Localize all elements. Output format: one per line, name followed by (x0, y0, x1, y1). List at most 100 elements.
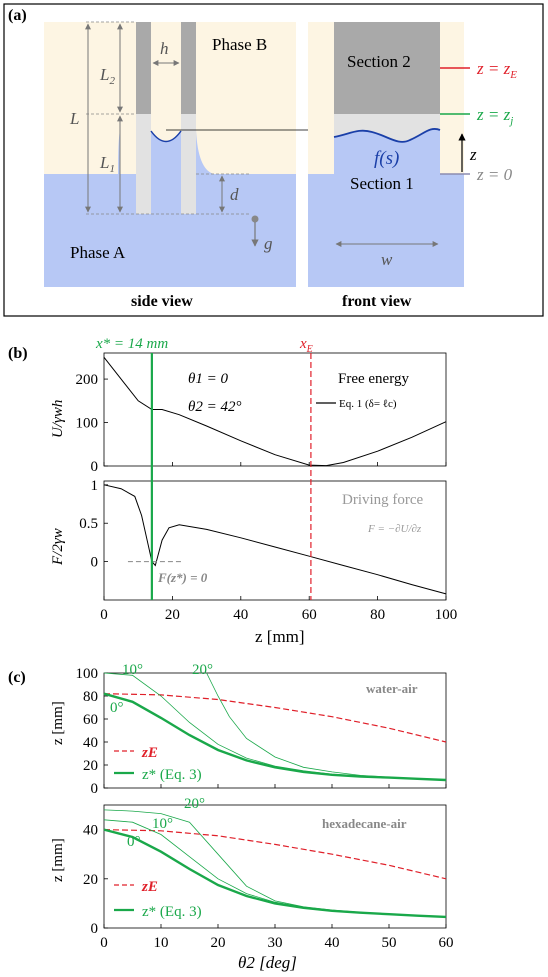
panel-a-frame (3, 3, 544, 317)
dim-w-label: w (381, 250, 393, 269)
b-top-ylabel: U/γwh (50, 400, 66, 438)
b-xticks: 0 20 40 60 80 100 (100, 462, 457, 623)
c-top-zstar-10deg-curve (103, 672, 447, 781)
svg-text:L2: L2 (99, 65, 115, 87)
c-top-angle-0: 0° (110, 700, 124, 716)
panel-b-label: (b) (8, 345, 28, 362)
free-energy-curve (103, 356, 447, 467)
section-1-label: Section 1 (350, 174, 414, 193)
b-bottom-ytick-label: 0 (91, 555, 99, 571)
c-bottom-angle-20: 20° (184, 796, 205, 812)
c-bottom-zstar-10deg-curve (103, 819, 447, 918)
b-bottom-ytick-label: 1 (91, 478, 99, 494)
b-xtick-label: 20 (165, 607, 180, 623)
driving-force-label: Driving force (342, 492, 424, 508)
c-top-ytick-label: 100 (76, 666, 99, 682)
gap-meniscus (150, 130, 182, 143)
phase-a-label: Phase A (70, 243, 126, 262)
c-top-legend-zstar: z* (Eq. 3) (142, 767, 202, 783)
z-axis-label: z (469, 145, 477, 164)
c-xtick-label: 0 (100, 935, 108, 951)
c-xtick-label: 30 (268, 935, 283, 951)
wall-right-upper (181, 22, 196, 114)
theta1-label: θ1 = 0 (188, 371, 228, 387)
c-top-ytick-label: 0 (91, 781, 99, 797)
b-xtick-label: 100 (435, 607, 458, 623)
zE-label: z = z (476, 59, 511, 78)
c-top-curves (103, 672, 447, 782)
c-xtick-label: 60 (439, 935, 454, 951)
zE-sub: E (509, 69, 517, 81)
b-xtick-label: 0 (100, 607, 108, 623)
c-bottom-title: hexadecane-air (322, 816, 407, 831)
xE-sub: E (306, 344, 313, 355)
c-top-ylabel: z [mm] (50, 701, 66, 745)
side-view-label: side view (131, 293, 193, 310)
c-bottom-ytick-label: 0 (91, 921, 99, 937)
c-top-title: water-air (366, 681, 418, 696)
zj-sub: j (508, 115, 513, 127)
c-top-ytick-label: 80 (83, 689, 98, 705)
c-xlabel: θ2 [deg] (238, 953, 297, 972)
wall-left-upper (136, 22, 151, 114)
phase-b-label: Phase B (212, 35, 267, 54)
svg-text:xE: xE (299, 336, 313, 355)
dim-h-label: h (160, 39, 169, 58)
wall-right-lower (181, 114, 196, 214)
c-bottom-legend-zE: zE (141, 879, 158, 895)
xstar-label: x* = 14 mm (95, 336, 168, 352)
c-xtick-label: 50 (382, 935, 397, 951)
driving-force-curve (103, 484, 447, 595)
c-bottom-ytick-label: 20 (83, 872, 98, 888)
dim-L1-label: L (99, 153, 109, 172)
svg-text:z = zj: z = zj (476, 105, 513, 127)
front-view-label: front view (342, 293, 412, 310)
c-bottom-ylabel: z [mm] (50, 838, 66, 882)
c-top-angle-10: 10° (122, 662, 143, 678)
b-top-ytick-label: 100 (76, 416, 99, 432)
c-bottom-curves (103, 809, 447, 919)
c-top-legend-zE: zE (141, 745, 158, 761)
b-top-axes (103, 352, 447, 467)
zj-label: z = z (476, 105, 511, 124)
b-xlabel: z [mm] (255, 627, 305, 646)
panel-c: (c) 0 20 40 60 80 100 0 20 40 0 10 20 30 40 50 60 wat… (8, 662, 454, 972)
b-xtick-label: 80 (370, 607, 385, 623)
svg-text:L1: L1 (99, 153, 115, 175)
z0-label: z = 0 (476, 165, 513, 184)
c-top-zstar-20deg-curve (206, 672, 447, 781)
side-view: Phase B Phase A L2 L L1 h d g (44, 21, 296, 287)
b-top-ytick-label: 200 (76, 372, 99, 388)
c-xtick-label: 10 (154, 935, 169, 951)
dim-L1-sub: 1 (109, 163, 115, 175)
b-bottom-ylabel: F/2γw (50, 528, 66, 566)
free-energy-label: Free energy (338, 371, 409, 387)
c-bottom-zE-curve (103, 829, 447, 880)
c-bottom-legend-zstar: z* (Eq. 3) (142, 904, 202, 920)
liquid-in-gap (151, 132, 181, 214)
wall-left-lower (136, 114, 151, 214)
c-bottom-angle-0: 0° (127, 834, 141, 850)
b-bottom-axes (103, 480, 447, 601)
c-bottom-zstar-20deg-curve (103, 809, 447, 918)
front-view: Section 2 Section 1 f(s) w z = zE z = zj… (308, 22, 517, 287)
c-xticks: 0 10 20 30 40 50 60 (100, 784, 454, 951)
c-top-ytick-label: 60 (83, 712, 98, 728)
legend-eq-label: Eq. 1 (δ= ℓc) (339, 398, 397, 410)
Fz-zero-label: F(z*) = 0 (157, 570, 208, 585)
c-top-ytick-label: 20 (83, 758, 98, 774)
b-top-yticks: 0 100 200 (76, 372, 108, 475)
interface-fs (333, 128, 441, 143)
c-top-yticks: 0 20 40 60 80 100 (76, 666, 108, 797)
c-bottom-ytick-label: 40 (83, 823, 98, 839)
panel-c-label: (c) (8, 669, 26, 686)
section-2-block (334, 22, 440, 114)
c-xtick-label: 40 (325, 935, 340, 951)
c-top-zE-curve (103, 693, 447, 743)
c-top-angle-20: 20° (192, 662, 213, 678)
F-formula: F = −∂U/∂z (367, 523, 422, 535)
panel-a: (a) (3, 3, 544, 317)
b-bottom-ytick-label: 0.5 (79, 516, 98, 532)
b-top-ytick-label: 0 (91, 459, 99, 475)
